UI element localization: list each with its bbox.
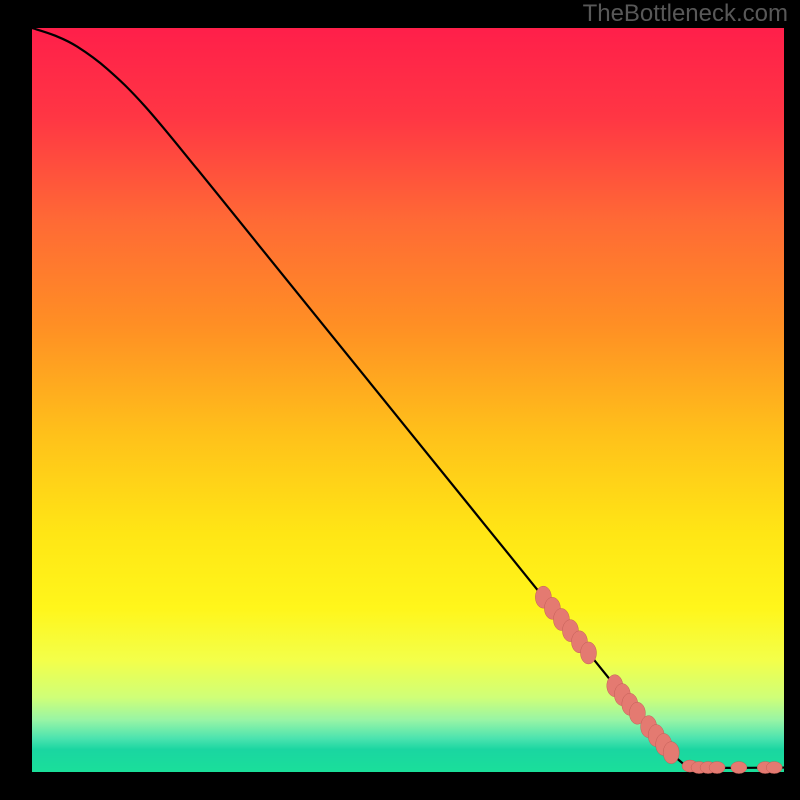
data-marker bbox=[766, 762, 782, 774]
data-marker bbox=[731, 762, 747, 774]
data-marker bbox=[580, 642, 596, 664]
data-marker bbox=[709, 762, 725, 774]
data-marker bbox=[663, 742, 679, 764]
marker-group bbox=[535, 586, 782, 773]
watermark: TheBottleneck.com bbox=[583, 0, 788, 28]
plot-area bbox=[32, 28, 784, 772]
bottleneck-curve bbox=[32, 28, 784, 768]
curve-layer bbox=[32, 28, 784, 772]
chart-frame: TheBottleneck.com bbox=[0, 0, 800, 800]
